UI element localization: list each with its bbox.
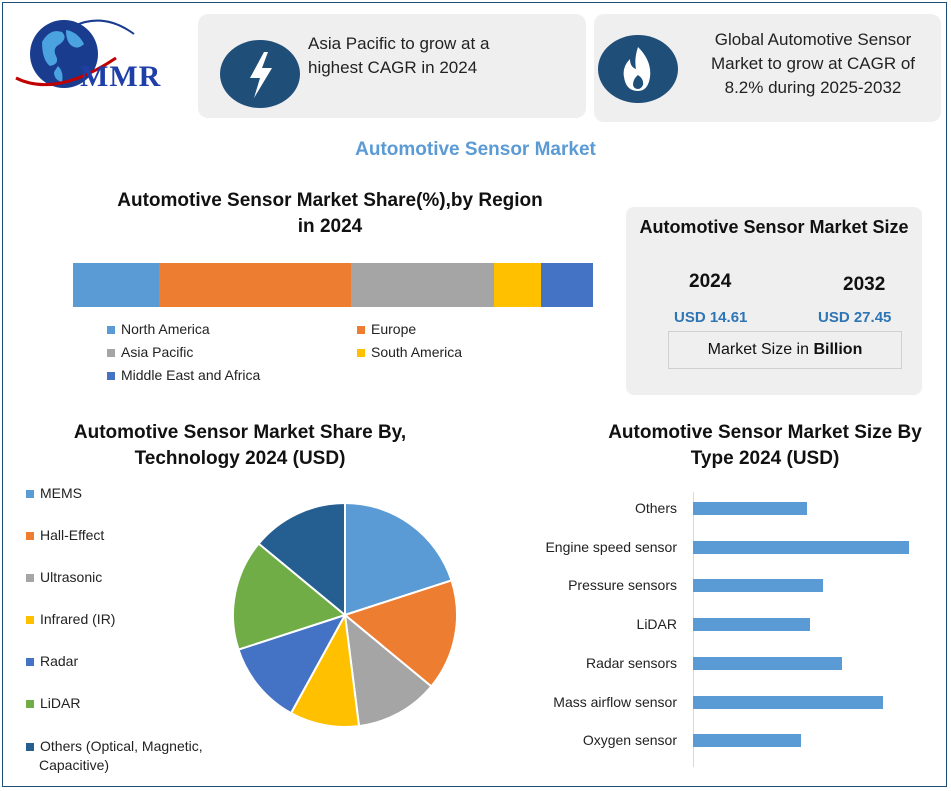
legend-swatch xyxy=(26,700,34,708)
legend-label: Infrared (IR) xyxy=(40,611,116,627)
legend-label: Ultrasonic xyxy=(40,569,103,585)
region-segment-2 xyxy=(350,263,494,307)
highlight-text-asia: Asia Pacific to grow at a highest CAGR i… xyxy=(308,34,490,77)
technology-pie-chart xyxy=(232,501,458,728)
legend-label: MEMS xyxy=(40,485,82,501)
type-bar xyxy=(693,540,909,554)
technology-legend-item: Ultrasonic xyxy=(26,568,102,587)
region-legend-item: Asia Pacific xyxy=(107,344,193,360)
region-legend-item: Middle East and Africa xyxy=(107,367,260,383)
mmr-logo: MMR xyxy=(14,8,174,108)
technology-legend-item: Others (Optical, Magnetic, Capacitive) xyxy=(26,737,203,775)
pie-slice-ultrasonic xyxy=(343,612,433,728)
legend-label: Asia Pacific xyxy=(121,344,194,360)
legend-swatch xyxy=(107,372,115,380)
legend-swatch xyxy=(26,574,34,582)
region-segment-4 xyxy=(540,263,593,307)
lightning-icon xyxy=(220,40,300,108)
type-bar-label: Oxygen sensor xyxy=(582,732,677,749)
type-bar xyxy=(693,618,810,632)
legend-label: South America xyxy=(371,344,463,360)
legend-label: Hall-Effect xyxy=(40,527,105,543)
year-2024: 2024 xyxy=(689,271,732,292)
legend-swatch xyxy=(26,743,34,751)
type-bar-label: Pressure sensors xyxy=(568,577,677,594)
market-size-card: Automotive Sensor Market Size 2024 2032 … xyxy=(626,207,922,395)
technology-legend-item: MEMS xyxy=(26,484,82,503)
logo-text: MMR xyxy=(80,60,162,93)
legend-swatch xyxy=(107,326,115,334)
highlight-card-asia: Asia Pacific to grow at a highest CAGR i… xyxy=(198,14,586,118)
legend-swatch xyxy=(26,616,34,624)
type-bar xyxy=(693,579,823,593)
flame-icon xyxy=(598,35,678,103)
type-bar xyxy=(693,695,884,709)
technology-legend-item: Hall-Effect xyxy=(26,526,104,545)
type-bar xyxy=(693,502,808,515)
type-bar-label: Others xyxy=(634,500,677,516)
technology-legend-item: Radar xyxy=(26,652,78,671)
region-stacked-bar xyxy=(73,263,593,307)
highlight-text-cagr: Global Automotive Sensor Market to grow … xyxy=(710,30,916,97)
type-bar xyxy=(693,734,801,748)
region-chart-title: Automotive Sensor Market Share(%),by Reg… xyxy=(117,190,543,237)
type-bar-label: Radar sensors xyxy=(585,654,677,671)
technology-legend-item: LiDAR xyxy=(26,694,80,713)
region-segment-0 xyxy=(73,263,159,307)
legend-label: Radar xyxy=(40,653,79,669)
type-bar xyxy=(693,656,843,670)
legend-label: LiDAR xyxy=(40,695,81,711)
legend-swatch xyxy=(26,532,34,540)
legend-swatch xyxy=(26,658,34,666)
unit-box: Market Size in Billion xyxy=(668,331,902,369)
pie-slice-mems xyxy=(344,501,453,617)
year-2032: 2032 xyxy=(843,274,886,295)
technology-chart-title: Automotive Sensor Market Share By, Techn… xyxy=(73,422,407,469)
value-2024: USD 14.61 xyxy=(674,309,748,326)
type-bar-label: LiDAR xyxy=(636,616,677,633)
pie-slice-halleffect xyxy=(342,579,458,688)
pie-slice-others xyxy=(257,501,346,618)
legend-swatch xyxy=(357,326,365,334)
legend-label: Others (Optical, Magnetic, xyxy=(40,738,203,754)
value-2032: USD 27.45 xyxy=(818,309,892,326)
legend-label: Capacitive) xyxy=(39,757,110,773)
type-chart-title: Automotive Sensor Market Size By Type 20… xyxy=(608,422,922,469)
legend-swatch xyxy=(357,349,365,357)
region-legend-item: Europe xyxy=(357,321,416,337)
legend-label: Middle East and Africa xyxy=(121,367,261,383)
market-size-title: Automotive Sensor Market Size xyxy=(639,217,909,237)
legend-label: North America xyxy=(121,321,210,337)
legend-label: Europe xyxy=(371,321,417,337)
region-legend-item: North America xyxy=(107,321,210,337)
pie-slice-radar xyxy=(237,613,348,715)
legend-swatch xyxy=(107,349,115,357)
region-segment-1 xyxy=(158,263,351,307)
legend-swatch xyxy=(26,490,34,498)
highlight-card-cagr: Global Automotive Sensor Market to grow … xyxy=(594,14,941,122)
type-bar-label: Mass airflow sensor xyxy=(553,693,677,710)
region-segment-3 xyxy=(493,263,541,307)
region-legend-item: South America xyxy=(357,344,462,360)
type-bar-label: Engine speed sensor xyxy=(545,538,677,555)
main-title: Automotive Sensor Market xyxy=(355,139,596,160)
technology-legend-item: Infrared (IR) xyxy=(26,610,115,629)
pie-slice-lidar xyxy=(232,542,348,651)
globe-logo-icon xyxy=(15,19,135,88)
